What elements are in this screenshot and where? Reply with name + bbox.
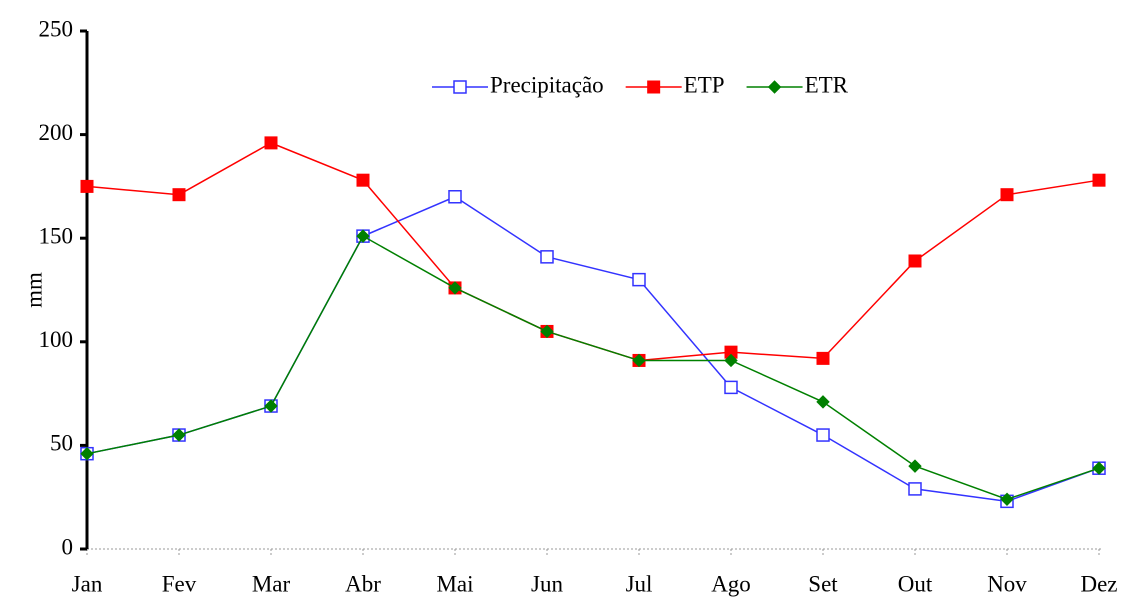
y-tick-label: 0 (62, 534, 74, 559)
x-tick-label: Mar (252, 571, 291, 596)
y-axis-label: mm (21, 272, 46, 308)
series-line (86, 195, 1100, 503)
marker (448, 190, 462, 204)
marker (908, 254, 922, 268)
marker (356, 173, 370, 187)
y-tick-label: 100 (39, 327, 74, 352)
x-tick-label: Ago (711, 571, 751, 596)
marker (448, 281, 462, 295)
marker (908, 482, 922, 496)
marker (172, 428, 186, 442)
marker (453, 80, 467, 94)
x-tick-label: Jul (626, 571, 653, 596)
y-tick-label: 200 (39, 120, 74, 145)
marker (540, 250, 554, 264)
y-tick-label: 150 (39, 223, 74, 248)
x-tick-label: Out (898, 571, 933, 596)
legend-item: ETR (746, 72, 849, 97)
series-line (86, 142, 1100, 362)
marker (80, 446, 94, 461)
y-tick-label: 250 (39, 16, 74, 41)
marker (632, 353, 646, 368)
marker (1092, 461, 1106, 475)
marker (1000, 188, 1014, 202)
legend-label: ETP (684, 72, 725, 97)
legend-label: Precipitação (490, 72, 604, 97)
marker (1092, 173, 1106, 187)
x-tick-label: Nov (987, 571, 1027, 596)
marker (264, 136, 278, 150)
marker (908, 459, 922, 473)
legend-item: ETP (625, 72, 725, 97)
marker (172, 188, 186, 202)
x-tick-label: Fev (162, 571, 197, 596)
marker (816, 351, 830, 365)
legend-label: ETR (805, 72, 849, 97)
marker (80, 179, 94, 193)
x-tick-label: Mai (436, 571, 473, 596)
marker (724, 353, 738, 368)
marker (540, 324, 554, 339)
y-tick-label: 50 (50, 431, 73, 456)
marker (264, 399, 278, 413)
marker (1000, 492, 1014, 506)
x-tick-label: Abr (345, 571, 381, 596)
x-tick-label: Jun (531, 571, 563, 596)
marker (816, 428, 830, 442)
x-tick-label: Set (808, 571, 838, 596)
marker (632, 272, 646, 287)
marker (767, 80, 782, 94)
x-tick-label: Jan (72, 571, 103, 596)
marker (647, 80, 661, 94)
x-tick-label: Dez (1080, 571, 1117, 596)
marker (816, 395, 830, 409)
series-line (86, 235, 1100, 501)
marker (724, 380, 738, 395)
marker (356, 229, 370, 243)
legend-item: Precipitação (432, 72, 604, 97)
